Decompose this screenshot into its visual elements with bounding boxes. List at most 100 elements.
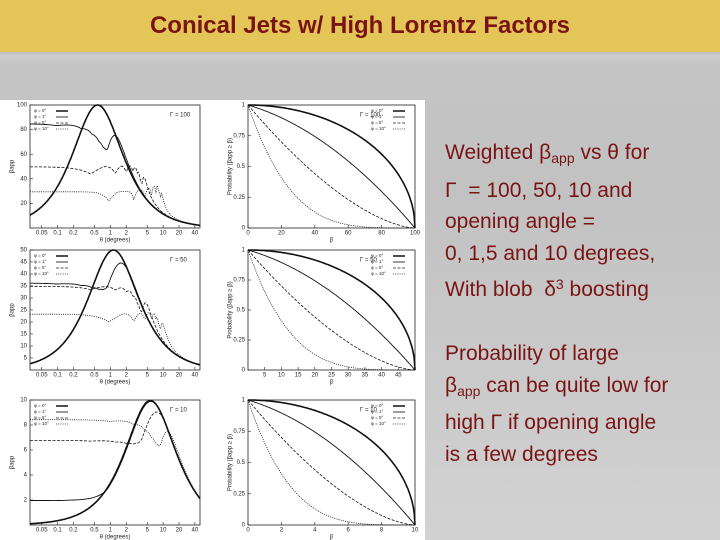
x-tick-label: 0.2	[69, 373, 78, 379]
x-tick-label: 0.05	[36, 528, 48, 534]
x-tick-label: 2	[280, 528, 284, 534]
legend-label: φ = 0°	[371, 403, 384, 408]
legend-label: φ = 5°	[371, 415, 384, 420]
legend-label: φ = 10°	[34, 126, 49, 131]
legend-label: φ = 1°	[34, 114, 47, 119]
x-tick-label: 0.05	[36, 231, 48, 237]
y-tick-label: 5	[24, 356, 28, 362]
y-tick-label: 1	[242, 248, 246, 254]
legend-label: φ = 0°	[34, 108, 47, 113]
x-tick-label: 2	[125, 231, 129, 237]
curve	[30, 262, 201, 366]
text: Probability of large	[445, 341, 619, 365]
figure-background	[0, 100, 425, 540]
x-tick-label: 5	[146, 373, 150, 379]
text: Γ = 100, 50, 10 and	[445, 178, 633, 202]
y-tick-label: 10	[20, 398, 27, 404]
legend-label: φ = 5°	[34, 265, 47, 270]
legend-label: φ = 0°	[371, 108, 384, 113]
x-tick-label: 6	[347, 528, 351, 534]
curve	[30, 419, 201, 499]
x-tick-label: 25	[328, 373, 335, 379]
x-axis-label: β	[330, 535, 334, 540]
paragraph: Weighted βapp vs θ for Γ = 100, 50, 10 a…	[445, 137, 668, 306]
legend-label: φ = 1°	[34, 259, 47, 264]
y-tick-label: 15	[20, 332, 27, 338]
y-tick-label: 1	[242, 103, 246, 109]
y-tick-label: 0.75	[233, 278, 245, 284]
x-tick-label: 40	[192, 231, 199, 237]
x-tick-label: 2	[125, 528, 129, 534]
y-tick-label: 40	[20, 272, 27, 278]
panel-label: Γ = 100	[360, 113, 381, 119]
curve	[248, 399, 416, 526]
text: can be quite low for	[480, 373, 669, 397]
legend-label: φ = 1°	[371, 259, 384, 264]
x-tick-label: 20	[176, 373, 183, 379]
y-axis-label: βapp	[10, 303, 16, 317]
text: With blob δ	[445, 278, 556, 302]
text: high Γ if opening angle	[445, 411, 657, 435]
legend-label: φ = 10°	[34, 421, 49, 426]
paragraph: Probability of large βapp can be quite l…	[445, 338, 668, 470]
legend-label: φ = 0°	[371, 253, 384, 258]
panel-label: Γ = 10	[170, 408, 187, 414]
text: opening angle =	[445, 210, 596, 234]
legend-label: φ = 1°	[34, 409, 47, 414]
text: boosting	[563, 278, 649, 302]
y-tick-label: 8	[24, 423, 28, 429]
y-tick-label: 10	[20, 344, 27, 350]
slide-title: Conical Jets w/ High Lorentz Factors	[149, 12, 571, 39]
x-tick-label: 10	[160, 528, 167, 534]
text: β	[445, 373, 458, 397]
x-tick-label: 4	[313, 528, 317, 534]
x-tick-label: 40	[311, 231, 318, 237]
x-tick-label: 0.05	[36, 373, 48, 379]
x-tick-label: 20	[311, 373, 318, 379]
y-tick-label: 0	[242, 226, 246, 232]
x-tick-label: 0.2	[69, 231, 78, 237]
x-tick-label: 5	[263, 373, 267, 379]
y-axis-label: βapp	[10, 455, 16, 469]
x-tick-label: 0.1	[53, 528, 62, 534]
y-tick-label: 40	[20, 176, 27, 182]
x-tick-label: 1	[109, 231, 113, 237]
y-tick-label: 0.75	[233, 133, 245, 139]
y-tick-label: 0.25	[233, 338, 245, 344]
x-tick-label: 100	[410, 231, 421, 237]
legend-label: φ = 10°	[371, 126, 386, 131]
x-axis-label: β	[330, 380, 334, 386]
y-tick-label: 25	[20, 308, 27, 314]
x-tick-label: 0.5	[90, 373, 99, 379]
curve	[30, 285, 201, 366]
y-tick-label: 50	[20, 248, 27, 254]
y-tick-label: 0.5	[237, 164, 246, 170]
y-tick-label: 35	[20, 284, 27, 290]
text-panel: Weighted βapp vs θ for Γ = 100, 50, 10 a…	[445, 137, 668, 502]
x-tick-label: 10	[278, 373, 285, 379]
curve	[247, 399, 415, 526]
curve	[247, 249, 416, 371]
x-tick-label: 20	[176, 528, 183, 534]
y-tick-label: 0.75	[233, 429, 245, 435]
y-tick-label: 30	[20, 296, 27, 302]
legend-label: φ = 10°	[371, 421, 386, 426]
subscript: app	[457, 382, 481, 399]
x-axis-label: θ (degrees)	[100, 238, 131, 244]
curve	[247, 249, 415, 371]
legend-label: φ = 0°	[34, 253, 47, 258]
x-tick-label: 5	[146, 528, 150, 534]
legend-label: φ = 1°	[371, 409, 384, 414]
y-tick-label: 0.25	[233, 195, 245, 201]
y-tick-label: 20	[20, 320, 27, 326]
text: vs θ for	[574, 141, 650, 164]
legend-label: φ = 5°	[371, 120, 384, 125]
text: is a few degrees	[445, 442, 598, 466]
y-tick-label: 45	[20, 260, 27, 266]
x-tick-label: 20	[278, 231, 285, 237]
y-tick-label: 0	[242, 523, 246, 529]
panel-label: Γ = 10	[360, 408, 377, 414]
legend-label: φ = 0°	[34, 403, 47, 408]
title-bar: Conical Jets w/ High Lorentz Factors	[0, 0, 720, 52]
